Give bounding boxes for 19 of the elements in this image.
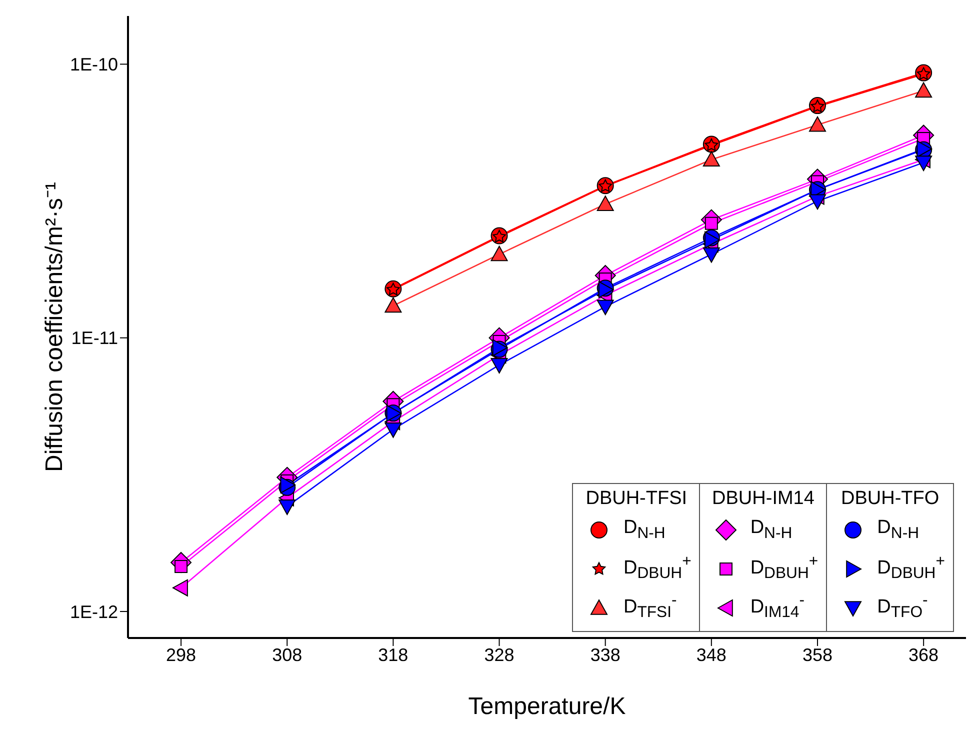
- x-tick-label: 308: [272, 644, 302, 665]
- annotation: DBUH-TFO: [840, 488, 940, 510]
- x-tick-label: 338: [590, 644, 620, 665]
- y-tick-label: 1E-12: [70, 602, 118, 622]
- y-tick-label: 1E-10: [70, 54, 118, 75]
- x-axis-title: Temperature/K: [468, 693, 626, 720]
- annotation: DBUH-IM14: [711, 488, 816, 510]
- x-tick-label: 298: [166, 644, 196, 665]
- x-tick-label: 348: [696, 644, 726, 665]
- annotation: DBUH-TFSI: [584, 488, 688, 510]
- legend-label: D$_{N-H}$: [877, 516, 920, 542]
- x-tick-label: 368: [908, 644, 939, 665]
- y-tick-label: 1E-11: [71, 328, 118, 348]
- y-axis-title: Diffusion coefficients/m²·s⁻¹: [41, 182, 68, 472]
- x-tick-label: 328: [484, 644, 514, 665]
- x-tick-label: 358: [802, 644, 833, 665]
- legend-label: D$_{N-H}$: [623, 516, 666, 542]
- legend-label: D$_{N-H}$: [750, 516, 792, 542]
- x-tick-label: 318: [378, 644, 408, 665]
